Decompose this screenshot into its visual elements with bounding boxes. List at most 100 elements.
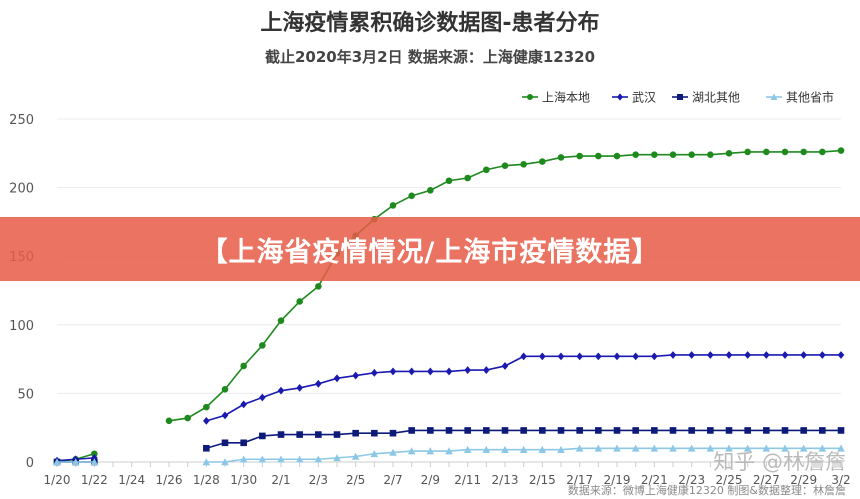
data-point [763,351,770,359]
data-point [296,384,303,392]
data-point [595,427,602,434]
x-tick-label: 1/24 [118,473,145,487]
data-point [463,445,472,453]
data-point [557,445,565,453]
y-tick-label: 50 [17,387,34,402]
data-point [315,431,322,438]
x-tick-label: 2/23 [678,473,705,487]
data-point [240,362,247,370]
title-banner: 【上海省疫情情况/上海市疫情数据】 [0,217,860,281]
legend-marker [677,94,683,100]
data-point [669,151,677,158]
data-point [650,444,659,452]
x-tick-label: 3/2 [831,473,850,487]
data-point [557,427,565,434]
data-point [651,151,658,158]
data-point [427,427,434,434]
data-point [295,455,304,463]
data-point [482,445,491,453]
data-point [445,367,453,376]
data-point [651,427,658,434]
data-point [184,414,191,422]
data-point [259,393,266,402]
data-point [613,352,621,361]
data-point [706,444,715,452]
data-point [221,385,229,393]
data-point [351,452,360,460]
data-point [837,444,845,452]
watermark: 知乎 @林詹詹 [713,450,846,474]
data-point [221,411,229,420]
data-point [744,148,751,156]
data-point [445,447,453,455]
data-point [408,367,415,376]
x-tick-label: 2/9 [421,473,440,487]
data-point [687,444,696,452]
y-tick-label: 0 [26,456,34,471]
legend-label: 湖北其他 [692,90,740,105]
data-point [613,152,621,160]
data-point [688,427,695,434]
data-point [389,448,397,456]
data-point [370,449,379,458]
legend-label: 其他省市 [786,90,834,105]
data-point [800,148,807,156]
data-point [781,427,789,434]
y-tick-label: 200 [9,182,34,197]
legend-label: 武汉 [632,91,656,105]
data-point [763,427,770,434]
data-point [427,187,434,194]
data-point [389,367,397,376]
data-point [203,444,210,452]
chart-subtitle: 截止2020年3月2日 数据来源：上海健康12320 [265,48,595,66]
data-point [259,342,266,349]
data-point [333,374,341,383]
data-point [669,427,677,434]
data-point [669,444,677,452]
x-tick-label: 2/5 [346,473,365,487]
data-point [445,427,453,434]
legend-marker [527,94,533,100]
x-tick-label: 2/17 [566,473,593,487]
data-point [725,427,733,434]
data-point [501,362,509,370]
data-point [408,192,415,200]
data-point [445,177,453,185]
x-axis: 1/20 1/22 1/24 1/26 1/28 1/30 2/1 2/3 2/5 2/7 2/9 2… [44,462,851,487]
x-tick-label: 2/19 [604,473,631,487]
data-point [371,429,378,437]
data-point [575,444,584,452]
data-point [483,166,490,174]
data-point [781,148,789,156]
data-point [53,458,61,466]
legend-marker [770,93,778,100]
data-point [315,379,322,388]
data-point [333,454,341,462]
data-point [333,431,341,438]
data-point [277,386,285,395]
x-tick-label: 2/1 [271,473,290,487]
data-point [464,366,471,374]
x-tick-label: 2/29 [790,473,817,487]
data-point [781,444,789,452]
data-point [520,427,527,434]
x-tick-label: 2/11 [454,473,481,487]
data-point [277,317,285,324]
data-point [259,432,266,440]
legend-item: 其他省市 [766,90,834,105]
data-point [90,458,99,466]
x-tick-label: 2/7 [383,473,402,487]
x-tick-label: 2/27 [753,473,780,487]
data-point [744,427,751,434]
data-point [632,427,639,434]
x-tick-label: 1/30 [230,473,257,487]
data-point [464,174,471,182]
series-4 [53,444,845,466]
data-point [501,162,509,169]
data-point [557,352,565,361]
data-point [240,439,247,447]
data-point [407,447,416,455]
data-point [595,152,602,160]
x-tick-label: 1/26 [156,473,183,487]
